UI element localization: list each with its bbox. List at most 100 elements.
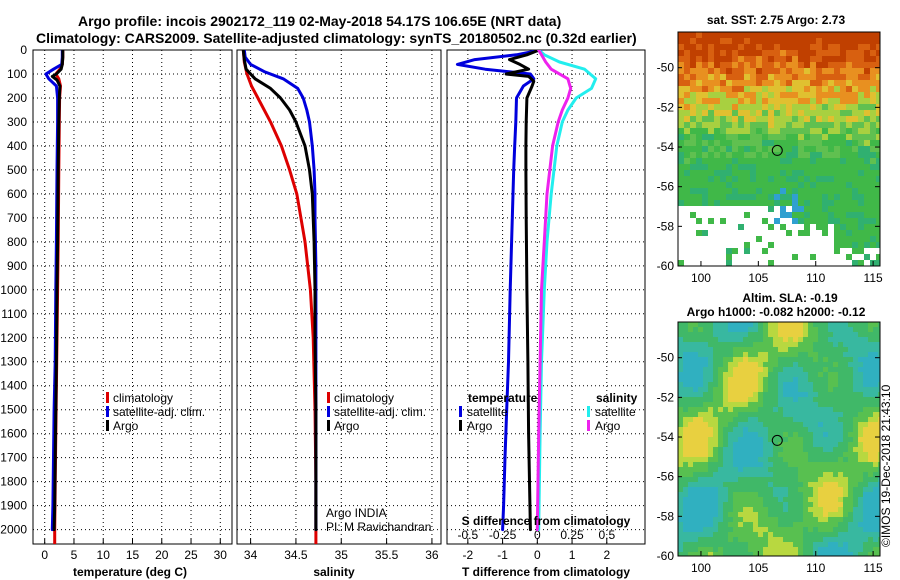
map-cell [840, 56, 846, 62]
map-cell [758, 392, 763, 397]
map-cell [838, 397, 843, 402]
map-cell [823, 427, 828, 432]
map-cell [852, 116, 858, 122]
map-cell [853, 352, 858, 357]
map-cell [753, 452, 758, 457]
map-cell [732, 164, 738, 170]
map-cell [698, 472, 703, 477]
map-cell [690, 74, 696, 80]
map-cell [758, 502, 763, 507]
map-cell [822, 170, 828, 176]
map-cell [762, 170, 768, 176]
map-cell [798, 182, 804, 188]
map-cell [816, 116, 822, 122]
map-cell [803, 352, 808, 357]
map-cell [708, 128, 714, 134]
map-cell [748, 382, 753, 387]
map-cell [786, 80, 792, 86]
map-cell [723, 512, 728, 517]
map-cell [713, 342, 718, 347]
map-cell [773, 397, 778, 402]
map-cell [753, 487, 758, 492]
map-cell [792, 140, 798, 146]
map-cell [840, 140, 846, 146]
map-cell [846, 218, 852, 224]
map-cell [748, 417, 753, 422]
map-cell [816, 182, 822, 188]
map-cell [798, 412, 803, 417]
map-cell [804, 248, 810, 254]
map-cell [720, 224, 726, 230]
map-cell [863, 347, 868, 352]
map-cell [726, 56, 732, 62]
map-cell [808, 512, 813, 517]
map-cell [678, 382, 683, 387]
map-cell [773, 522, 778, 527]
map-cell [763, 367, 768, 372]
map-cell [678, 452, 683, 457]
map-cell [738, 367, 743, 372]
map-cell [718, 447, 723, 452]
map-cell [763, 407, 768, 412]
map-cell [846, 80, 852, 86]
map-cell [708, 236, 714, 242]
temperature-tick-label: 20 [155, 548, 169, 562]
map-cell [863, 332, 868, 337]
map-cell [876, 56, 880, 62]
map-cell [732, 236, 738, 242]
map-cell [833, 427, 838, 432]
legend-heading-salinity: salinity [596, 391, 638, 405]
map-cell [683, 397, 688, 402]
map-cell [753, 552, 758, 556]
map-cell [853, 457, 858, 462]
map-cell [870, 188, 876, 194]
map-cell [834, 230, 840, 236]
map-cell [733, 407, 738, 412]
map-cell [738, 522, 743, 527]
map-cell [828, 164, 834, 170]
map-cell [708, 68, 714, 74]
map-cell [748, 532, 753, 537]
map-cell [774, 218, 780, 224]
legend-swatch-climatology [327, 392, 330, 403]
map-cell [834, 170, 840, 176]
map-cell [698, 392, 703, 397]
map-cell [718, 322, 723, 327]
map-cell [773, 417, 778, 422]
map-cell [728, 357, 733, 362]
map-cell [848, 322, 853, 327]
map-cell [733, 347, 738, 352]
map-cell [714, 152, 720, 158]
map-cell [846, 182, 852, 188]
map-cell [786, 194, 792, 200]
map-cell [678, 462, 683, 467]
map-cell [792, 176, 798, 182]
map-cell [720, 182, 726, 188]
map-cell [693, 512, 698, 517]
map-cell [698, 402, 703, 407]
map-cell [828, 482, 833, 487]
map-cell [863, 442, 868, 447]
map-cell [843, 332, 848, 337]
map-cell [870, 80, 876, 86]
map-cell [780, 44, 786, 50]
map-cell [863, 327, 868, 332]
map-cell [743, 472, 748, 477]
map-cell [758, 332, 763, 337]
map-cell [733, 487, 738, 492]
map-cell [753, 527, 758, 532]
map-cell [728, 387, 733, 392]
map-cell [738, 134, 744, 140]
map-cell [684, 50, 690, 56]
map-cell [728, 422, 733, 427]
map-cell [803, 387, 808, 392]
map-cell [768, 248, 774, 254]
map-cell [723, 547, 728, 552]
map-cell [753, 542, 758, 547]
map-cell [808, 552, 813, 556]
s-difference-tick-label: -0.25 [489, 528, 517, 542]
map-cell [863, 337, 868, 342]
map-cell [728, 452, 733, 457]
map-cell [713, 387, 718, 392]
